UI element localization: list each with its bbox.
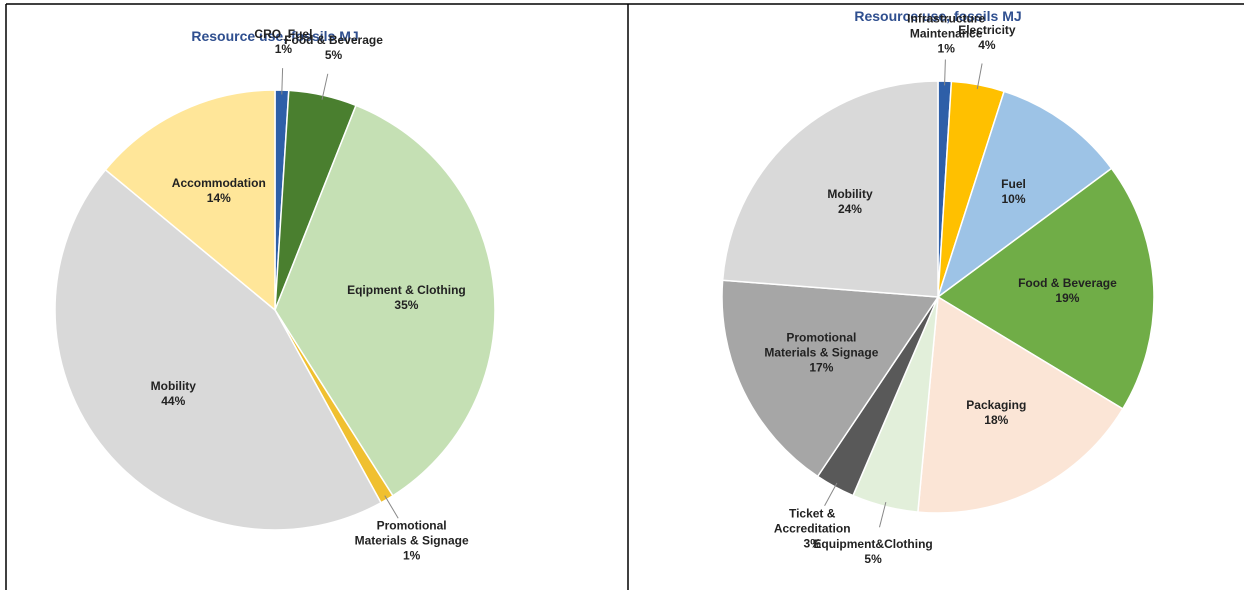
slice-value: 3% xyxy=(803,536,821,551)
pie-slice xyxy=(721,279,940,478)
chart-title: Resource use, fossils MJ xyxy=(854,8,1022,24)
pie-slice xyxy=(917,295,1124,514)
slice-name: Promotional Materials & Signage xyxy=(764,330,879,360)
slice-name: Mobility xyxy=(827,186,873,201)
slice-name: CRO_Fuel xyxy=(254,26,313,41)
slice-label: Infrastructure Maintenance 1% xyxy=(886,11,1006,56)
slice-label: Eqipment & Clothing 35% xyxy=(347,283,466,313)
slice-name: Promotional Materials & Signage xyxy=(354,518,469,548)
slice-value: 1% xyxy=(274,41,293,56)
slice-name: Fuel xyxy=(1001,176,1026,191)
pie-slice xyxy=(721,80,939,298)
slice-label: Promotional Materials & Signage 1% xyxy=(352,519,472,564)
slice-value: 44% xyxy=(161,394,186,409)
slice-label: Fuel 10% xyxy=(1001,177,1026,207)
chart-title: Resource use, fossils MJ xyxy=(191,28,359,44)
slice-name: Ticket & Accreditation xyxy=(773,506,851,536)
slice-name: Mobility xyxy=(150,379,196,394)
pie-slice xyxy=(936,167,1155,410)
slice-value: 1% xyxy=(402,548,421,563)
slice-name: Eqipment & Clothing xyxy=(347,282,466,297)
slice-name: Equipment&Clothing xyxy=(813,537,933,552)
slice-value: 14% xyxy=(206,190,231,205)
slice-value: 35% xyxy=(394,297,419,312)
slice-name: Food & Beverage xyxy=(284,33,383,48)
slice-label: Electricity 4% xyxy=(958,23,1015,53)
leader-line xyxy=(878,502,887,528)
slice-label: Promotional Materials & Signage 17% xyxy=(761,331,881,376)
slice-name: Infrastructure Maintenance xyxy=(907,11,986,41)
slice-label: Ticket & Accreditation 3% xyxy=(752,506,872,551)
leader-line xyxy=(281,68,284,95)
slice-value: 5% xyxy=(864,552,882,567)
slice-value: 24% xyxy=(837,201,862,216)
slice-label: Mobility 44% xyxy=(151,379,196,409)
slice-name: Accommodation xyxy=(171,175,266,190)
pie-slice xyxy=(936,90,1113,299)
slice-label: Equipment&Clothing 5% xyxy=(813,537,932,567)
pie-slice xyxy=(104,89,276,312)
slice-value: 5% xyxy=(324,48,343,63)
leader-line xyxy=(824,482,838,507)
slice-value: 1% xyxy=(937,41,955,56)
slice-value: 18% xyxy=(984,412,1009,427)
slice-label: Food & Beverage 19% xyxy=(1018,276,1117,306)
leader-line xyxy=(944,59,946,86)
slice-label: Food & Beverage 5% xyxy=(284,33,383,63)
slice-value: 10% xyxy=(1001,191,1026,206)
slice-name: Packaging xyxy=(966,397,1027,412)
slice-value: 17% xyxy=(809,360,834,375)
slice-name: Electricity xyxy=(958,23,1016,38)
pie-slice xyxy=(54,168,383,531)
slice-label: Accommodation 14% xyxy=(172,176,266,206)
slice-name: Food & Beverage xyxy=(1018,275,1117,290)
slice-label: CRO_Fuel 1% xyxy=(254,27,312,57)
leader-line xyxy=(976,63,983,90)
leader-line xyxy=(321,73,329,100)
slice-value: 4% xyxy=(978,38,996,53)
leader-line xyxy=(384,495,399,519)
slice-value: 19% xyxy=(1055,290,1080,305)
slice-label: Mobility 24% xyxy=(827,187,872,217)
pie-slice xyxy=(274,104,496,497)
slice-label: Packaging 18% xyxy=(966,398,1026,428)
